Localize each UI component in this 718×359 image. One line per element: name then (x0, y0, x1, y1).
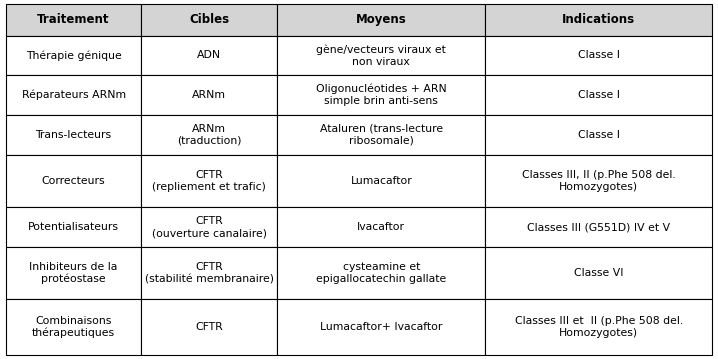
Bar (6, 4, 141, 36)
Bar (485, 4, 712, 36)
Text: Potentialisateurs: Potentialisateurs (28, 222, 119, 232)
Bar (277, 36, 485, 75)
Bar (485, 207, 712, 247)
Text: Ivacaftor: Ivacaftor (358, 222, 405, 232)
Text: CFTR
(ouverture canalaire): CFTR (ouverture canalaire) (151, 216, 266, 238)
Bar (277, 155, 485, 207)
Bar (277, 75, 485, 115)
Bar (6, 115, 141, 155)
Text: ADN: ADN (197, 50, 221, 60)
Text: Réparateurs ARNm: Réparateurs ARNm (22, 90, 126, 101)
Text: Inhibiteurs de la
protéostase: Inhibiteurs de la protéostase (29, 262, 118, 284)
Text: cysteamine et
epigallocatechin gallate: cysteamine et epigallocatechin gallate (316, 262, 447, 284)
Bar (485, 299, 712, 355)
Bar (485, 75, 712, 115)
Bar (141, 36, 277, 75)
Text: Lumacaftor+ Ivacaftor: Lumacaftor+ Ivacaftor (320, 322, 442, 332)
Text: Traitement: Traitement (37, 13, 110, 27)
Bar (277, 207, 485, 247)
Bar (277, 299, 485, 355)
Bar (6, 75, 141, 115)
Bar (6, 247, 141, 299)
Bar (485, 155, 712, 207)
Text: Classes III et  II (p.Phe 508 del.
Homozygotes): Classes III et II (p.Phe 508 del. Homozy… (515, 316, 683, 338)
Text: Correcteurs: Correcteurs (42, 176, 106, 186)
Text: Thérapie génique: Thérapie génique (26, 50, 121, 61)
Text: Indications: Indications (562, 13, 635, 27)
Text: Cibles: Cibles (189, 13, 229, 27)
Bar (141, 299, 277, 355)
Bar (277, 247, 485, 299)
Text: CFTR
(repliement et trafic): CFTR (repliement et trafic) (152, 170, 266, 192)
Text: ARNm
(traduction): ARNm (traduction) (177, 124, 241, 146)
Text: Classe I: Classe I (578, 90, 620, 100)
Text: Classe VI: Classe VI (574, 268, 624, 278)
Text: ARNm: ARNm (192, 90, 226, 100)
Bar (485, 36, 712, 75)
Bar (6, 155, 141, 207)
Text: CFTR
(stabilité membranaire): CFTR (stabilité membranaire) (145, 262, 274, 284)
Text: gène/vecteurs viraux et
non viraux: gène/vecteurs viraux et non viraux (317, 44, 446, 67)
Bar (141, 4, 277, 36)
Bar (277, 4, 485, 36)
Text: Oligonucléotides + ARN
simple brin anti-sens: Oligonucléotides + ARN simple brin anti-… (316, 84, 447, 106)
Text: Ataluren (trans-lecture
ribosomale): Ataluren (trans-lecture ribosomale) (320, 124, 443, 146)
Text: Lumacaftor: Lumacaftor (350, 176, 412, 186)
Bar (141, 155, 277, 207)
Bar (141, 207, 277, 247)
Bar (277, 115, 485, 155)
Bar (141, 115, 277, 155)
Bar (485, 247, 712, 299)
Bar (141, 75, 277, 115)
Text: Classe I: Classe I (578, 130, 620, 140)
Bar (6, 299, 141, 355)
Bar (6, 36, 141, 75)
Text: Classes III (G551D) IV et V: Classes III (G551D) IV et V (527, 222, 671, 232)
Text: Moyens: Moyens (356, 13, 406, 27)
Bar (485, 115, 712, 155)
Text: Classe I: Classe I (578, 50, 620, 60)
Text: CFTR: CFTR (195, 322, 223, 332)
Bar (6, 207, 141, 247)
Bar (141, 247, 277, 299)
Text: Trans-lecteurs: Trans-lecteurs (35, 130, 111, 140)
Text: Combinaisons
thérapeutiques: Combinaisons thérapeutiques (32, 316, 115, 338)
Text: Classes III, II (p.Phe 508 del.
Homozygotes): Classes III, II (p.Phe 508 del. Homozygo… (522, 170, 676, 192)
